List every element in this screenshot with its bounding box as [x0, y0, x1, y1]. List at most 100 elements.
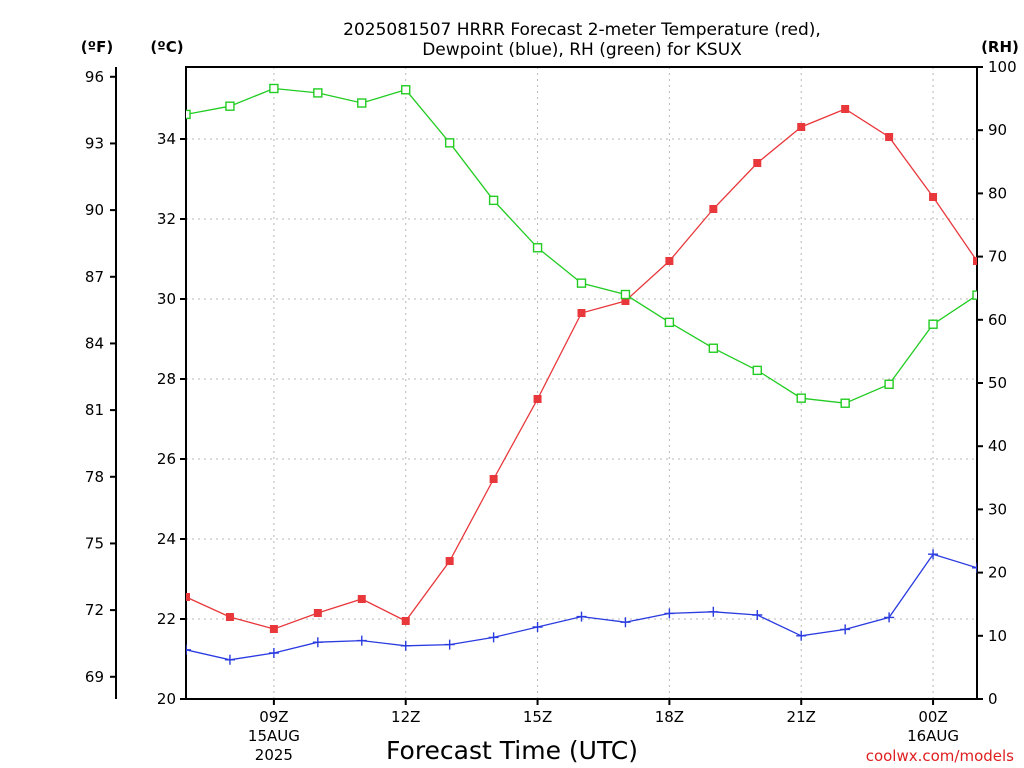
rh-tick-label: 20 — [988, 564, 1007, 582]
fahrenheit-tick-label: 75 — [85, 534, 104, 552]
plot-frame — [185, 66, 978, 700]
rh-tick-label: 60 — [988, 311, 1007, 329]
temperature-point — [797, 123, 806, 131]
rh-tick-label: 40 — [988, 437, 1007, 455]
dewpoint-point — [708, 606, 719, 617]
chart-subtitle: Dewpoint (blue), RH (green) for KSUX — [422, 40, 742, 60]
temperature-point — [225, 613, 234, 621]
rh-point — [357, 98, 367, 108]
rh-point — [664, 317, 675, 328]
series-layer — [186, 83, 977, 665]
dewpoint-point — [224, 654, 235, 665]
rh-point — [269, 83, 279, 94]
x-tick-label: 18Z — [655, 708, 684, 726]
celsius-tick-label: 28 — [157, 370, 176, 388]
dewpoint-point — [928, 549, 939, 560]
rh-point — [532, 243, 543, 253]
x-tick-label: 09Z — [259, 708, 288, 726]
temperature-point — [357, 595, 366, 603]
unit-label-fahrenheit: (ºF) — [81, 38, 113, 56]
rh-point — [796, 393, 806, 403]
dewpoint-point — [796, 630, 807, 641]
dewpoint-line — [186, 553, 977, 661]
dewpoint-point — [576, 611, 587, 622]
dewpoint-point — [972, 562, 977, 573]
rh-point — [401, 85, 411, 95]
dewpoint-point — [444, 639, 455, 650]
dewpoint-point — [532, 622, 543, 632]
dewpoint-point — [400, 640, 411, 651]
rh-point — [576, 278, 587, 288]
dewpoint-point — [884, 612, 895, 623]
temperature-point — [753, 159, 762, 167]
rh-point — [840, 398, 850, 408]
temperature-point — [313, 609, 322, 617]
rh-point — [186, 109, 191, 120]
celsius-tick-label: 22 — [157, 610, 176, 628]
x-tick-date: 15AUG — [248, 727, 300, 745]
temperature-point — [621, 297, 630, 305]
fahrenheit-axis: 69 72 75 78 81 84 87 90 93 96 — [85, 67, 117, 699]
rh-tick-label: 80 — [988, 184, 1007, 202]
temperature-point — [841, 105, 850, 113]
rh-tick-label: 0 — [988, 690, 998, 708]
x-tick-date: 16AUG — [907, 727, 959, 745]
celsius-tick-label: 30 — [157, 290, 176, 308]
x-tick-label: 12Z — [391, 708, 420, 726]
fahrenheit-tick-label: 78 — [85, 468, 104, 486]
rh-tick-label: 100 — [988, 58, 1017, 76]
dewpoint-point — [488, 632, 499, 643]
x-tick-label: 15Z — [523, 708, 552, 726]
rh-point — [972, 290, 977, 300]
temperature-point — [186, 593, 190, 601]
rh-point — [620, 289, 631, 300]
temperature-point — [577, 309, 586, 317]
fahrenheit-tick-label: 72 — [85, 601, 104, 619]
celsius-tick-label: 34 — [157, 130, 176, 148]
fahrenheit-tick-label: 84 — [85, 334, 104, 352]
celsius-tick-label: 26 — [157, 450, 176, 468]
dewpoint-point — [268, 648, 279, 658]
chart-title: 2025081507 HRRR Forecast 2-meter Tempera… — [343, 20, 821, 40]
fahrenheit-tick-label: 87 — [85, 268, 104, 286]
temperature-point — [929, 193, 938, 201]
temperature-point — [445, 557, 454, 565]
fahrenheit-tick-label: 90 — [85, 201, 104, 219]
celsius-tick-label: 24 — [157, 530, 176, 548]
unit-label-rh: (RH) — [981, 38, 1019, 56]
credit-text: coolwx.com/models — [866, 747, 1014, 765]
dewpoint-point — [356, 635, 367, 646]
rh-line — [186, 87, 977, 404]
rh-point — [884, 379, 894, 389]
temperature-point — [885, 133, 894, 141]
fahrenheit-tick-label: 93 — [85, 134, 104, 152]
temperature-line — [186, 108, 977, 630]
temperature-point — [269, 625, 278, 633]
rh-point — [928, 319, 938, 329]
fahrenheit-tick-label: 69 — [85, 668, 104, 686]
rh-tick-label: 90 — [988, 121, 1007, 139]
dewpoint-point — [664, 608, 675, 619]
temperature-point — [665, 257, 674, 265]
grid — [186, 67, 977, 700]
celsius-tick-label: 32 — [157, 210, 176, 228]
fahrenheit-tick-label: 81 — [85, 401, 104, 419]
temperature-point — [401, 617, 410, 625]
x-tick-label: 21Z — [787, 708, 816, 726]
dewpoint-point — [186, 644, 191, 655]
temperature-point — [489, 475, 498, 483]
rh-point — [488, 195, 499, 206]
rh-point — [708, 343, 719, 353]
rh-tick-label: 10 — [988, 627, 1007, 645]
plot-border — [185, 66, 978, 700]
rh-point — [444, 138, 455, 148]
rh-point — [752, 365, 762, 376]
rh-axis: 0 10 20 30 40 50 60 70 80 90 100 — [977, 58, 1017, 708]
celsius-tick-label: 20 — [157, 690, 176, 708]
x-tick-year: 2025 — [255, 746, 293, 764]
dewpoint-point — [312, 637, 323, 648]
temperature-point — [973, 257, 977, 265]
celsius-axis: 20 22 24 26 28 30 32 34 — [157, 130, 186, 708]
dewpoint-point — [840, 624, 851, 635]
